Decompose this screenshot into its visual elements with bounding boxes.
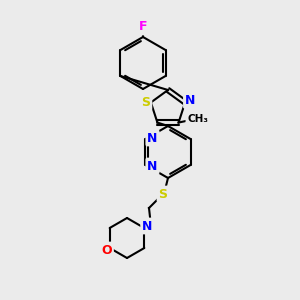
Text: S: S <box>158 188 167 200</box>
Text: N: N <box>147 160 158 172</box>
Text: O: O <box>101 244 112 256</box>
Text: N: N <box>185 94 195 107</box>
Text: N: N <box>147 131 158 145</box>
Text: CH₃: CH₃ <box>187 114 208 124</box>
Text: N: N <box>142 220 152 232</box>
Text: S: S <box>141 96 150 109</box>
Text: F: F <box>139 20 147 34</box>
